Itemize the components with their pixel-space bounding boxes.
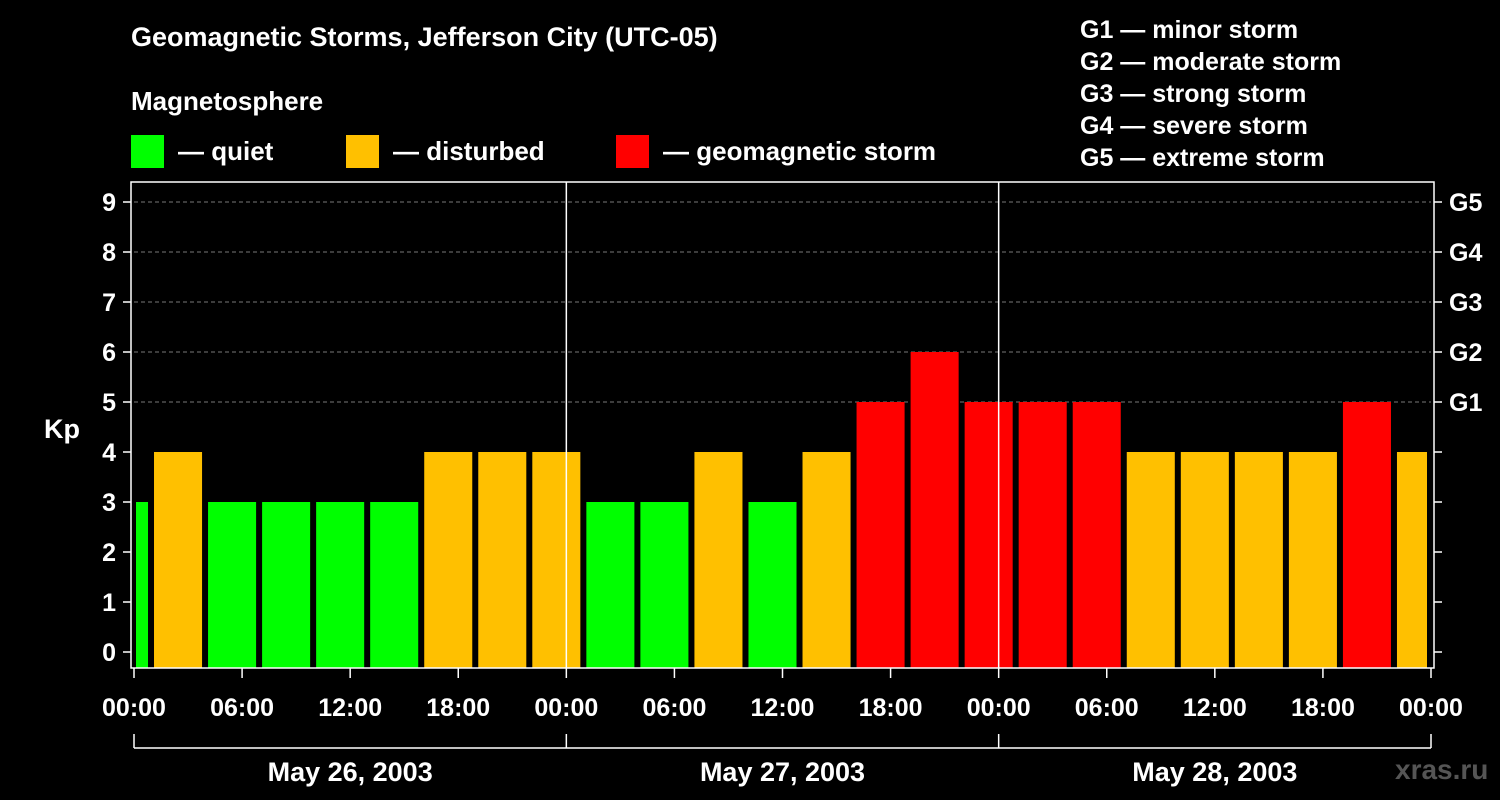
kp-bar-1 (154, 452, 203, 668)
legend-quiet: — quiet (131, 134, 273, 168)
y-tick-label-7: 7 (102, 289, 116, 317)
x-tick-label-3: 18:00 (426, 694, 490, 722)
kp-bar-3 (262, 502, 311, 668)
kp-bar-20 (1180, 452, 1229, 668)
day-label-2: May 28, 2003 (1132, 757, 1297, 787)
x-tick-label-12: 00:00 (1399, 694, 1463, 722)
kp-bar-17 (1018, 402, 1067, 668)
kp-bar-10 (640, 502, 689, 668)
kp-bar-21 (1234, 452, 1283, 668)
watermark: xras.ru (1395, 754, 1489, 785)
g-level-g4: G4 — severe storm (1080, 112, 1308, 140)
kp-bar-8 (532, 452, 581, 668)
kp-bar-4 (316, 502, 365, 668)
legend-label-storm: — geomagnetic storm (663, 135, 937, 166)
y-axis-label: Kp (44, 414, 80, 444)
g-level-g1: G1 — minor storm (1080, 16, 1299, 44)
kp-bar-19 (1126, 452, 1175, 668)
day-label-0: May 26, 2003 (268, 757, 433, 787)
chart-subtitle: Magnetosphere (131, 86, 324, 116)
y-tick-label-5: 5 (102, 389, 116, 417)
y-tick-label-4: 4 (102, 439, 116, 467)
g-scale-label-0: G1 (1449, 389, 1482, 417)
legend-storm: — geomagnetic storm (616, 134, 936, 168)
legend-label-quiet: — quiet (178, 135, 274, 166)
x-tick-label-0: 00:00 (102, 694, 166, 722)
x-tick-label-1: 06:00 (210, 694, 274, 722)
legend-disturbed: — disturbed (346, 134, 545, 168)
kp-bar-2 (208, 502, 257, 668)
x-tick-label-9: 06:00 (1075, 694, 1139, 722)
kp-bar-7 (478, 452, 527, 668)
g-scale-label-4: G5 (1449, 189, 1482, 217)
kp-bar-16 (964, 402, 1013, 668)
kp-bar-22 (1288, 452, 1337, 668)
x-tick-label-5: 06:00 (642, 694, 706, 722)
x-tick-label-2: 12:00 (318, 694, 382, 722)
kp-bar-0 (136, 502, 149, 668)
x-tick-label-8: 00:00 (967, 694, 1031, 722)
kp-bar-23 (1342, 402, 1391, 668)
legend-label-disturbed: — disturbed (393, 135, 545, 166)
x-tick-label-11: 18:00 (1291, 694, 1355, 722)
legend-swatch-disturbed (346, 134, 379, 168)
x-tick-label-4: 00:00 (534, 694, 598, 722)
y-tick-label-6: 6 (102, 339, 116, 367)
g-scale-label-1: G2 (1449, 339, 1482, 367)
kp-bar-13 (802, 452, 851, 668)
kp-bar-12 (748, 502, 797, 668)
kp-bar-5 (370, 502, 419, 668)
g-level-g5: G5 — extreme storm (1080, 144, 1325, 172)
g-level-legend: G1 — minor storm G2 — moderate storm G3 … (1080, 14, 1341, 174)
kp-bar-9 (586, 502, 635, 668)
y-tick-label-9: 9 (102, 189, 116, 217)
kp-bar-6 (424, 452, 473, 668)
g-scale-label-3: G4 (1449, 239, 1482, 267)
chart-title: Geomagnetic Storms, Jefferson City (UTC-… (131, 22, 718, 52)
x-tick-label-7: 18:00 (859, 694, 923, 722)
legend-swatch-quiet (131, 134, 164, 168)
x-tick-label-6: 12:00 (751, 694, 815, 722)
y-tick-label-0: 0 (102, 639, 116, 667)
kp-bar-14 (856, 402, 905, 668)
y-tick-label-3: 3 (102, 489, 116, 517)
kp-bar-15 (910, 352, 959, 668)
kp-bar-18 (1072, 402, 1121, 668)
y-tick-label-8: 8 (102, 239, 116, 267)
y-tick-label-2: 2 (102, 539, 116, 567)
kp-bar-11 (694, 452, 743, 668)
x-tick-label-10: 12:00 (1183, 694, 1247, 722)
kp-bar-24 (1396, 452, 1427, 668)
g-level-g2: G2 — moderate storm (1080, 48, 1342, 76)
g-level-g3: G3 — strong storm (1080, 80, 1307, 108)
day-label-1: May 27, 2003 (700, 757, 865, 787)
y-tick-label-1: 1 (102, 589, 116, 617)
legend-swatch-storm (616, 134, 649, 168)
g-scale-label-2: G3 (1449, 289, 1482, 317)
